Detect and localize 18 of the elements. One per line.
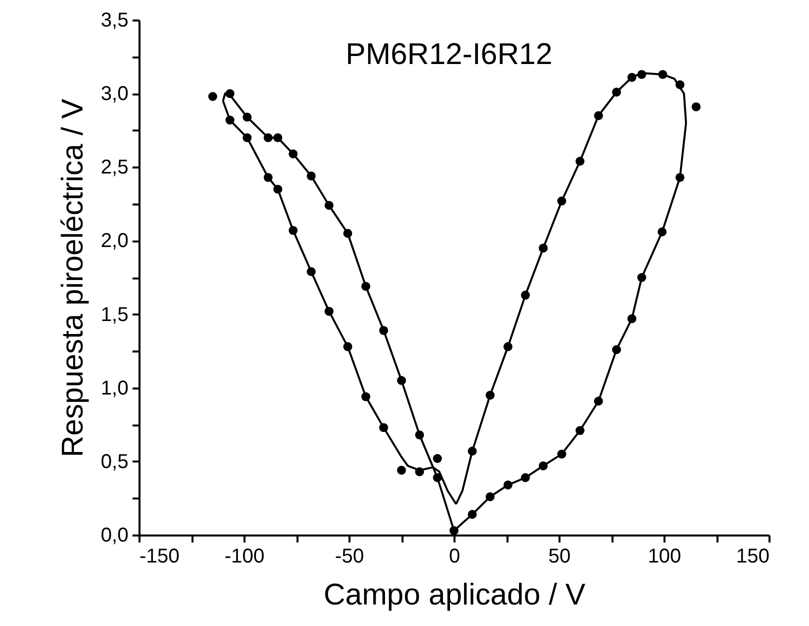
y-tick-label: 0,5 [100,450,128,473]
x-tick-label: -150 [140,546,180,568]
y-tick-label: 1,5 [100,304,128,326]
y-tick-label: 3,5 [100,10,128,32]
x-tick-label: -100 [224,546,265,568]
y-tick-label: 2,5 [100,156,128,179]
y-tick-label: 1,0 [100,377,128,400]
x-tick-label: 100 [648,546,682,568]
text: PM6R12-I6R12 [346,38,552,71]
x-tick-label: 150 [736,546,770,568]
y-tick-label: 0,0 [100,524,128,546]
x-tick-label: 50 [548,546,571,568]
y-tick-label: 3,0 [100,83,128,106]
x-axis-title: Campo aplicado / V [324,578,586,612]
x-tick-label: -50 [335,546,364,568]
y-axis-title: Respuesta piroeléctrica / V [56,98,90,458]
y-tick-label: 2,0 [100,230,128,252]
x-tick-label: 0 [448,546,460,568]
